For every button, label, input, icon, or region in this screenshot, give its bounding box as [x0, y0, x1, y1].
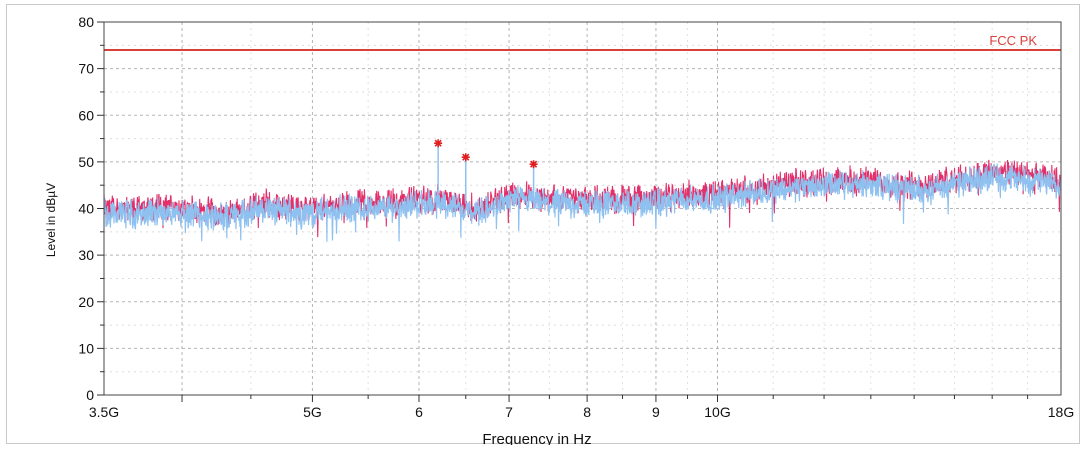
x-axis-title: Frequency in Hz — [482, 431, 591, 445]
emission-chart: FCC PK 0 10 20 30 40 50 60 70 80 3.5G 5G 6 7 8 9 10G 18G… — [44, 14, 1074, 445]
traces-group — [103, 159, 1062, 242]
x-tick-label: 6 — [415, 404, 423, 420]
y-tick-label: 30 — [78, 247, 94, 263]
x-tick-label: 18G — [1048, 404, 1074, 420]
x-tick-label: 7 — [505, 404, 513, 420]
y-tick-label: 60 — [78, 107, 94, 123]
x-tick-label: 10G — [704, 404, 730, 420]
y-tick-label: 40 — [78, 201, 94, 217]
y-tick-label: 10 — [78, 340, 94, 356]
markers-group — [434, 139, 538, 204]
x-tick-label: 3.5G — [89, 404, 119, 420]
y-tick-label: 50 — [78, 154, 94, 170]
x-tick-label: 5G — [303, 404, 322, 420]
y-tick-label: 80 — [78, 14, 94, 30]
y-tick-label: 70 — [78, 61, 94, 77]
trace-1 — [103, 159, 1062, 238]
limit-line-group: FCC PK — [104, 33, 1061, 51]
limit-line-label: FCC PK — [989, 33, 1037, 48]
peak-marker — [461, 153, 470, 162]
y-tick-label: 0 — [86, 387, 94, 403]
trace-2 — [103, 163, 1062, 242]
chart-frame: FCC PK 0 10 20 30 40 50 60 70 80 3.5G 5G 6 7 8 9 10G 18G… — [6, 4, 1080, 445]
axes-group: 0 10 20 30 40 50 60 70 80 3.5G 5G 6 7 8 9 10G 18G — [78, 14, 1074, 420]
peak-marker — [434, 139, 443, 148]
y-axis-title: Level in dBµV — [44, 183, 58, 257]
y-tick-label: 20 — [78, 294, 94, 310]
x-tick-label: 8 — [583, 404, 591, 420]
x-tick-label: 9 — [652, 404, 660, 420]
peak-marker — [529, 160, 538, 169]
